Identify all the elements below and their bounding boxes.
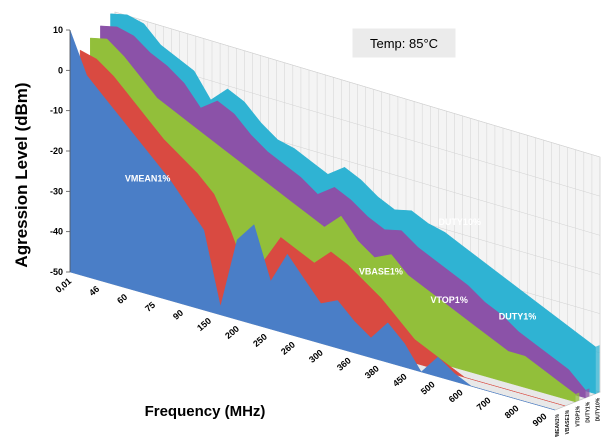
x-tick-label: 300	[307, 347, 325, 364]
x-tick-label: 600	[447, 387, 465, 404]
depth-axis-label: VTOP1%	[575, 405, 581, 426]
depth-axis: VMEAN1% VBASE1% VTOP1% DUTY1% DUTY10%	[555, 397, 602, 437]
x-tick-label: 700	[475, 395, 493, 412]
y-axis-title: Agression Level (dBm)	[12, 82, 31, 267]
y-tick-label: 0	[58, 65, 63, 75]
x-tick-label: 260	[279, 340, 297, 357]
y-tick-label: 10	[53, 25, 63, 35]
x-tick-label: 900	[531, 411, 549, 428]
depth-axis-label: DUTY10%	[596, 397, 602, 421]
y-tick-label: -30	[50, 186, 63, 196]
annotation-text: Temp: 85°C	[370, 36, 438, 51]
series-label: DUTY10%	[438, 217, 481, 227]
x-tick-label: 75	[143, 300, 157, 314]
series-area-vtop1	[90, 37, 576, 403]
y-tick-label: -40	[50, 227, 63, 237]
x-tick-label: 360	[335, 355, 353, 372]
series-side-face	[595, 345, 600, 394]
x-tick-label: 46	[87, 284, 101, 298]
series-label: DUTY1%	[499, 312, 537, 322]
series-label: VMEAN1%	[125, 174, 171, 184]
series-layer	[69, 13, 600, 411]
x-tick-label: 450	[391, 371, 409, 388]
x-tick-label: 800	[503, 403, 521, 420]
series-label: VTOP1%	[430, 295, 467, 305]
annotation-box	[351, 27, 457, 59]
x-tick-label: 90	[171, 308, 185, 322]
series-area-duty1	[100, 25, 586, 399]
x-tick-label: 60	[115, 292, 129, 306]
y-tick-label: -50	[50, 267, 63, 277]
x-axis-title: Frequency (MHz)	[145, 403, 266, 420]
series-side-face	[575, 392, 580, 402]
x-tick-label: 200	[223, 324, 241, 341]
depth-axis-label: DUTY1%	[585, 401, 591, 422]
x-tick-label: 0,01	[53, 276, 73, 295]
series-side-face	[585, 388, 590, 398]
temperature-annotation: Temp: 85°C	[351, 27, 457, 59]
depth-axis-label: VBASE1%	[565, 409, 571, 434]
grid-line-horizontal	[114, 11, 601, 158]
x-tick-label: 380	[363, 363, 381, 380]
series-label: VBASE1%	[359, 266, 403, 276]
series-labels: DUTY10% DUTY1% VTOP1% VBASE1% VMEAN1%	[125, 174, 536, 322]
x-tick-label: 250	[251, 332, 269, 349]
x-tick-label: 500	[419, 379, 437, 396]
y-tick-label: -20	[50, 146, 63, 156]
x-tick-label: 150	[195, 316, 213, 333]
series-area-vmean1	[69, 29, 556, 411]
y-tick-label: -10	[50, 106, 63, 116]
y-axis: 10 0 -10 -20 -30 -40 -50	[50, 25, 71, 277]
depth-axis-label: VMEAN1%	[555, 413, 561, 437]
